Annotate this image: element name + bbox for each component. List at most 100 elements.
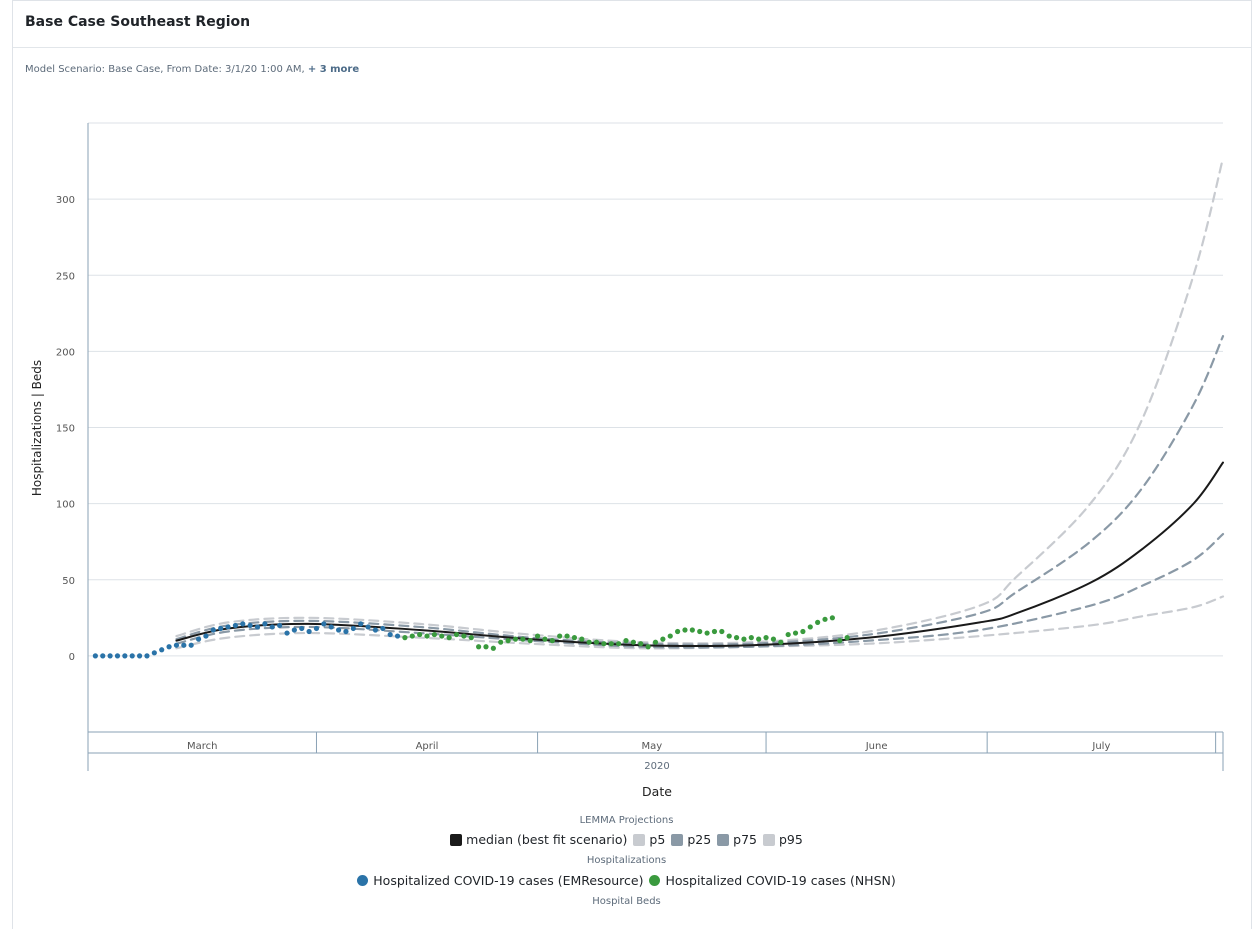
nhsn-point[interactable] bbox=[557, 633, 563, 639]
nhsn-point[interactable] bbox=[409, 633, 415, 639]
nhsn-point[interactable] bbox=[822, 616, 828, 622]
emresource-point[interactable] bbox=[166, 644, 172, 650]
nhsn-point[interactable] bbox=[733, 635, 740, 641]
emresource-point[interactable] bbox=[321, 621, 327, 627]
emresource-point[interactable] bbox=[240, 621, 246, 627]
emresource-point[interactable] bbox=[218, 625, 224, 632]
nhsn-point[interactable] bbox=[483, 644, 489, 650]
nhsn-point[interactable] bbox=[837, 638, 843, 644]
emresource-point[interactable] bbox=[151, 650, 157, 656]
emresource-point[interactable] bbox=[129, 653, 135, 659]
legend-item[interactable]: median (best fit scenario) bbox=[450, 832, 627, 847]
nhsn-point[interactable] bbox=[446, 635, 452, 641]
nhsn-point[interactable] bbox=[829, 615, 835, 621]
nhsn-point[interactable] bbox=[800, 628, 806, 635]
nhsn-point[interactable] bbox=[682, 627, 688, 633]
emresource-point[interactable] bbox=[107, 653, 113, 659]
nhsn-point[interactable] bbox=[748, 635, 754, 641]
nhsn-point[interactable] bbox=[645, 644, 651, 650]
nhsn-point[interactable] bbox=[689, 627, 695, 633]
emresource-point[interactable] bbox=[358, 621, 364, 627]
emresource-point[interactable] bbox=[136, 653, 143, 659]
nhsn-point[interactable] bbox=[616, 641, 622, 647]
nhsn-point[interactable] bbox=[417, 631, 423, 638]
emresource-point[interactable] bbox=[232, 622, 239, 629]
nhsn-point[interactable] bbox=[815, 619, 821, 625]
nhsn-point[interactable] bbox=[638, 641, 644, 647]
emresource-point[interactable] bbox=[350, 625, 356, 632]
legend-item[interactable]: p75 bbox=[717, 832, 757, 847]
nhsn-point[interactable] bbox=[763, 635, 769, 641]
emresource-point[interactable] bbox=[387, 631, 393, 638]
nhsn-point[interactable] bbox=[586, 639, 592, 645]
emresource-point[interactable] bbox=[92, 653, 98, 659]
nhsn-point[interactable] bbox=[704, 630, 710, 636]
nhsn-point[interactable] bbox=[498, 639, 504, 645]
nhsn-point[interactable] bbox=[667, 633, 673, 639]
nhsn-point[interactable] bbox=[756, 636, 762, 642]
emresource-point[interactable] bbox=[195, 636, 202, 642]
emresource-point[interactable] bbox=[188, 642, 194, 648]
emresource-point[interactable] bbox=[247, 622, 253, 629]
emresource-point[interactable] bbox=[181, 642, 187, 648]
emresource-point[interactable] bbox=[306, 628, 312, 635]
emresource-point[interactable] bbox=[114, 653, 121, 659]
nhsn-point[interactable] bbox=[490, 645, 496, 651]
legend-item[interactable]: p95 bbox=[763, 832, 803, 847]
emresource-point[interactable] bbox=[122, 653, 128, 659]
legend-item[interactable]: p5 bbox=[633, 832, 665, 847]
emresource-point[interactable] bbox=[254, 624, 261, 630]
emresource-point[interactable] bbox=[262, 621, 268, 627]
emresource-point[interactable] bbox=[203, 633, 209, 639]
nhsn-point[interactable] bbox=[807, 624, 813, 630]
nhsn-point[interactable] bbox=[534, 633, 541, 639]
legend-item[interactable]: Hospitalized COVID-19 cases (EMResource) bbox=[357, 873, 643, 888]
nhsn-point[interactable] bbox=[711, 628, 718, 635]
nhsn-point[interactable] bbox=[564, 633, 570, 639]
legend-item[interactable]: Hospitalized COVID-19 cases (NHSN) bbox=[649, 873, 896, 888]
emresource-point[interactable] bbox=[328, 624, 334, 630]
emresource-point[interactable] bbox=[380, 625, 386, 632]
nhsn-point[interactable] bbox=[778, 639, 784, 645]
nhsn-point[interactable] bbox=[431, 631, 437, 638]
emresource-point[interactable] bbox=[225, 624, 231, 630]
nhsn-point[interactable] bbox=[652, 639, 659, 645]
nhsn-point[interactable] bbox=[785, 631, 791, 638]
nhsn-point[interactable] bbox=[608, 641, 614, 647]
nhsn-point[interactable] bbox=[719, 628, 725, 635]
nhsn-point[interactable] bbox=[520, 636, 526, 642]
nhsn-point[interactable] bbox=[697, 628, 703, 635]
nhsn-point[interactable] bbox=[770, 636, 777, 642]
emresource-point[interactable] bbox=[100, 653, 106, 659]
emresource-point[interactable] bbox=[291, 627, 297, 633]
emresource-point[interactable] bbox=[284, 630, 290, 636]
nhsn-point[interactable] bbox=[512, 636, 519, 642]
emresource-point[interactable] bbox=[159, 647, 165, 653]
nhsn-point[interactable] bbox=[505, 638, 511, 644]
more-filters-link[interactable]: + 3 more bbox=[307, 64, 360, 75]
nhsn-point[interactable] bbox=[461, 633, 467, 639]
nhsn-point[interactable] bbox=[623, 638, 629, 644]
nhsn-point[interactable] bbox=[402, 635, 408, 641]
nhsn-point[interactable] bbox=[593, 639, 600, 645]
nhsn-point[interactable] bbox=[741, 636, 747, 642]
nhsn-point[interactable] bbox=[439, 633, 445, 639]
nhsn-point[interactable] bbox=[844, 635, 850, 641]
nhsn-point[interactable] bbox=[476, 644, 482, 650]
emresource-point[interactable] bbox=[313, 625, 320, 632]
emresource-point[interactable] bbox=[144, 653, 150, 659]
nhsn-point[interactable] bbox=[792, 630, 799, 636]
nhsn-point[interactable] bbox=[601, 641, 607, 647]
nhsn-point[interactable] bbox=[424, 633, 430, 639]
emresource-point[interactable] bbox=[299, 625, 305, 632]
emresource-point[interactable] bbox=[335, 627, 342, 633]
nhsn-point[interactable] bbox=[571, 635, 578, 641]
nhsn-point[interactable] bbox=[527, 638, 533, 644]
emresource-point[interactable] bbox=[394, 633, 401, 639]
nhsn-point[interactable] bbox=[630, 639, 636, 645]
emresource-point[interactable] bbox=[173, 642, 180, 648]
emresource-point[interactable] bbox=[277, 622, 283, 629]
emresource-point[interactable] bbox=[365, 624, 371, 630]
nhsn-point[interactable] bbox=[726, 633, 732, 639]
emresource-point[interactable] bbox=[343, 628, 349, 635]
